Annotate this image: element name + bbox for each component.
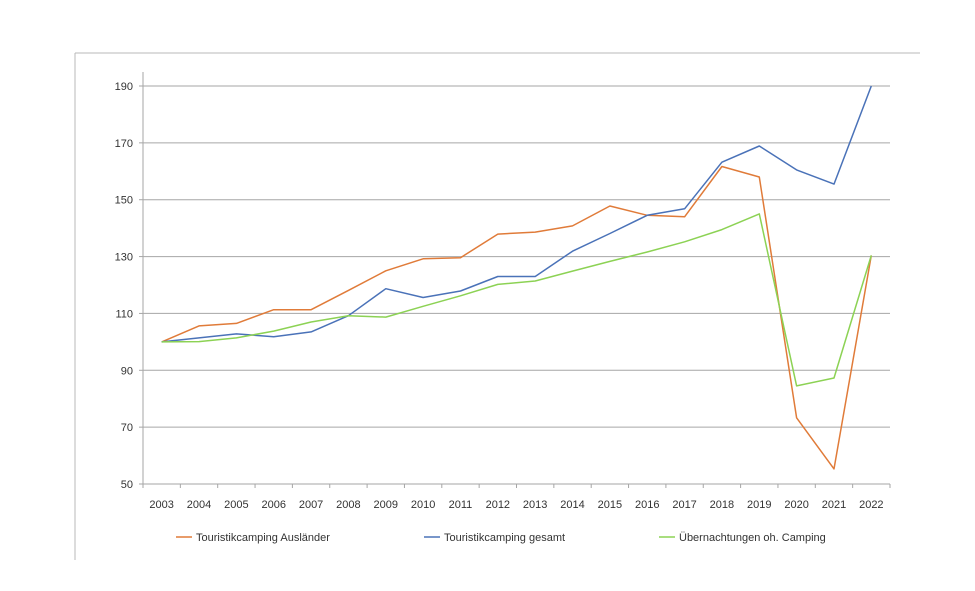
- x-tick-label: 2004: [187, 499, 211, 511]
- x-tick-label: 2016: [635, 499, 659, 511]
- series-line-1: [161, 165, 873, 470]
- x-tick-label: 2019: [747, 499, 771, 511]
- x-tick-label: 2014: [560, 499, 584, 511]
- x-tick-label: 2013: [523, 499, 547, 511]
- x-tick-label: 2003: [149, 499, 173, 511]
- legend-label: Touristikcamping gesamt: [444, 532, 565, 544]
- x-tick-labels: 2003 2004 2005 2006 2007 2008 2009 2010 2011 2012…: [149, 499, 883, 511]
- gridlines: [143, 85, 890, 428]
- x-tick-label: 2007: [299, 499, 323, 511]
- y-tick-labels: 50 70 90 110 130 150 170 190: [115, 81, 133, 491]
- x-tick-label: 2020: [784, 499, 808, 511]
- x-tick-label: 2018: [710, 499, 734, 511]
- y-tick-label: 130: [115, 252, 133, 264]
- series-line-2: [161, 85, 873, 343]
- x-tick-label: 2022: [859, 499, 883, 511]
- legend-label: Übernachtungen oh. Camping: [679, 532, 826, 544]
- x-tick-label: 2011: [449, 499, 473, 511]
- x-tick-label: 2012: [486, 499, 510, 511]
- x-tick-label: 2006: [261, 499, 285, 511]
- y-tick-label: 110: [115, 308, 133, 320]
- x-tick-label: 2005: [224, 499, 248, 511]
- legend: Touristikcamping Ausländer Touristikcampi…: [176, 532, 826, 544]
- y-tick-label: 150: [115, 195, 133, 207]
- series-line-3: [161, 213, 873, 387]
- y-tick-label: 170: [115, 138, 133, 150]
- x-tick-label: 2015: [598, 499, 622, 511]
- y-tick-label: 90: [121, 365, 133, 377]
- x-tick-label: 2010: [411, 499, 435, 511]
- series-lines: [161, 85, 873, 470]
- y-tick-label: 70: [121, 422, 133, 434]
- y-tick-label: 190: [115, 81, 133, 93]
- axes: [139, 72, 891, 488]
- x-tick-label: 2008: [336, 499, 360, 511]
- x-tick-label: 2009: [374, 499, 398, 511]
- legend-label: Touristikcamping Ausländer: [196, 532, 330, 544]
- y-tick-label: 50: [121, 479, 133, 491]
- x-tick-label: 2017: [672, 499, 696, 511]
- x-tick-label: 2021: [822, 499, 846, 511]
